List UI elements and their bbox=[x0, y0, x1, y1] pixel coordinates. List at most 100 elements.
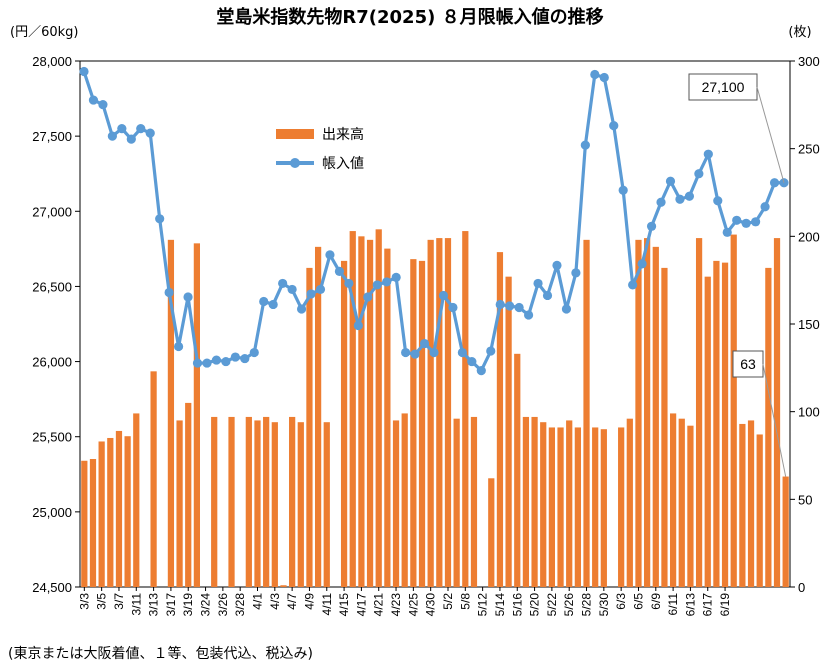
y-right-tick-label: 100 bbox=[798, 405, 820, 420]
settlement-point bbox=[306, 289, 316, 299]
volume-bar bbox=[453, 418, 460, 587]
callout-text-volume: 63 bbox=[740, 356, 756, 372]
settlement-point bbox=[637, 259, 647, 269]
y-right-tick-label: 0 bbox=[798, 580, 805, 595]
callout-box-volume bbox=[732, 350, 764, 378]
x-tick-label: 3/19 bbox=[181, 593, 195, 617]
settlement-point bbox=[476, 365, 486, 376]
x-tick-label: 4/11 bbox=[320, 593, 334, 616]
settlement-point bbox=[192, 358, 203, 368]
x-axis: 3/3 3/5 3/7 3/11 3/13 3/17 3/19 3/24 3/26 3/28 4/1… bbox=[77, 587, 732, 616]
volume-bar bbox=[678, 418, 685, 587]
settlement-point bbox=[751, 217, 761, 227]
settlement-point bbox=[221, 356, 231, 367]
volume-bar bbox=[687, 425, 694, 587]
volume-bar bbox=[496, 252, 504, 588]
legend-line-marker bbox=[290, 158, 300, 168]
settlement-point bbox=[675, 194, 685, 204]
volume-bar bbox=[323, 422, 330, 587]
chart-title: 堂島米指数先物R7(2025) ８月限帳入値の推移 bbox=[216, 6, 603, 28]
y-left-tick-label: 27,000 bbox=[32, 204, 72, 219]
volume-bar bbox=[773, 238, 781, 587]
volume-bar bbox=[228, 416, 235, 587]
volume-bar bbox=[739, 423, 746, 587]
settlement-point bbox=[684, 191, 695, 201]
x-tick-label: 5/28 bbox=[580, 593, 594, 617]
volume-bar bbox=[661, 267, 668, 587]
settlement-point bbox=[249, 347, 259, 358]
settlement-point bbox=[173, 341, 184, 352]
volume-bar bbox=[176, 420, 183, 587]
volume-bar bbox=[254, 420, 261, 587]
volume-bar bbox=[574, 427, 581, 587]
settlement-point bbox=[760, 202, 770, 212]
volume-bar bbox=[644, 238, 651, 587]
settlement-point bbox=[467, 356, 477, 367]
x-tick-label: 3/13 bbox=[147, 593, 161, 617]
settlement-point bbox=[98, 99, 108, 110]
volume-bar bbox=[548, 427, 555, 587]
settlement-point bbox=[155, 214, 165, 224]
volume-bar bbox=[765, 267, 772, 587]
x-tick-label: 5/8 bbox=[458, 593, 472, 610]
settlement-point bbox=[391, 272, 401, 283]
settlement-point bbox=[136, 124, 146, 134]
settlement-point bbox=[703, 149, 713, 159]
settlement-point bbox=[580, 140, 590, 150]
settlement-point bbox=[107, 131, 117, 141]
volume-bar bbox=[358, 236, 365, 587]
settlement-point bbox=[126, 134, 136, 144]
y-left-tick-label: 25,500 bbox=[32, 430, 72, 445]
x-tick-label: 6/3 bbox=[614, 593, 628, 610]
volume-bar bbox=[306, 267, 313, 587]
y-right-tick-label: 50 bbox=[798, 492, 812, 507]
settlement-point bbox=[448, 302, 458, 313]
settlement-point bbox=[656, 197, 666, 207]
y-right-tick-label: 300 bbox=[798, 54, 820, 69]
volume-bar bbox=[384, 248, 391, 588]
y-left-tick-label: 26,500 bbox=[32, 279, 72, 294]
settlement-point bbox=[287, 284, 297, 295]
settlement-point bbox=[495, 299, 505, 310]
settlement-point bbox=[230, 352, 240, 362]
x-tick-label: 5/20 bbox=[528, 593, 542, 617]
x-tick-label: 6/11 bbox=[666, 593, 680, 616]
volume-bar bbox=[505, 276, 512, 587]
legend-box bbox=[266, 116, 384, 182]
volume-bar bbox=[436, 238, 443, 587]
volume-bar bbox=[756, 434, 763, 587]
settlement-point bbox=[202, 358, 212, 368]
settlement-point bbox=[240, 353, 250, 364]
volume-bar bbox=[557, 427, 564, 587]
settlement-point bbox=[694, 169, 704, 179]
y-left-tick-label: 26,000 bbox=[32, 355, 72, 370]
x-tick-label: 4/3 bbox=[268, 593, 282, 610]
x-tick-label: 6/13 bbox=[683, 593, 697, 617]
footnote: (東京または大阪着値、１等、包装代込、税込み) bbox=[8, 645, 313, 662]
x-tick-label: 4/23 bbox=[389, 593, 403, 617]
volume-bar bbox=[514, 353, 521, 587]
volume-bar bbox=[531, 416, 538, 587]
volume-bar bbox=[81, 460, 88, 587]
x-tick-label: 3/3 bbox=[77, 593, 91, 610]
settlement-point bbox=[486, 346, 496, 356]
settlement-point bbox=[315, 284, 326, 295]
volume-bar bbox=[297, 422, 304, 587]
settlement-point bbox=[505, 301, 515, 311]
volume-bar bbox=[721, 262, 729, 587]
legend: 出来高 帳入値 bbox=[266, 116, 384, 182]
settlement-point bbox=[722, 227, 732, 237]
volume-bar bbox=[652, 246, 659, 587]
settlement-point bbox=[296, 304, 307, 314]
x-tick-label: 6/19 bbox=[718, 593, 732, 617]
settlement-point bbox=[259, 296, 269, 307]
volume-bar bbox=[444, 238, 452, 587]
settlement-point bbox=[145, 128, 155, 138]
settlement-point bbox=[571, 268, 581, 278]
x-tick-label: 4/7 bbox=[285, 593, 299, 610]
settlement-point bbox=[713, 196, 723, 206]
x-tick-label: 5/22 bbox=[545, 593, 559, 617]
settlement-point bbox=[117, 124, 127, 134]
settlement-point bbox=[88, 95, 99, 105]
x-tick-label: 5/16 bbox=[510, 593, 524, 617]
